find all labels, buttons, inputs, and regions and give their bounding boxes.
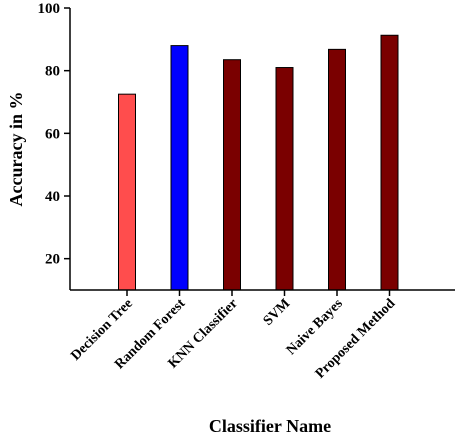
y-tick-label: 80 xyxy=(45,64,60,80)
y-axis-ticks: 20 40 60 80 100 xyxy=(38,1,70,268)
bar-naive-bayes xyxy=(328,48,346,291)
y-tick-label: 100 xyxy=(38,1,61,17)
x-tick-label: SVM xyxy=(261,296,294,329)
bars xyxy=(118,34,399,291)
y-tick-label: 40 xyxy=(45,189,60,205)
y-tick-label: 60 xyxy=(45,126,60,142)
x-axis-title: Classifier Name xyxy=(209,416,331,436)
bar-decision-tree xyxy=(118,93,136,291)
y-axis-title: Accuracy in % xyxy=(6,92,26,207)
bar-svm xyxy=(275,67,294,291)
bar-knn-classifier xyxy=(223,59,241,291)
bar-proposed-method xyxy=(380,34,399,291)
bar-random-forest xyxy=(170,45,189,291)
y-tick-label: 20 xyxy=(45,252,60,268)
